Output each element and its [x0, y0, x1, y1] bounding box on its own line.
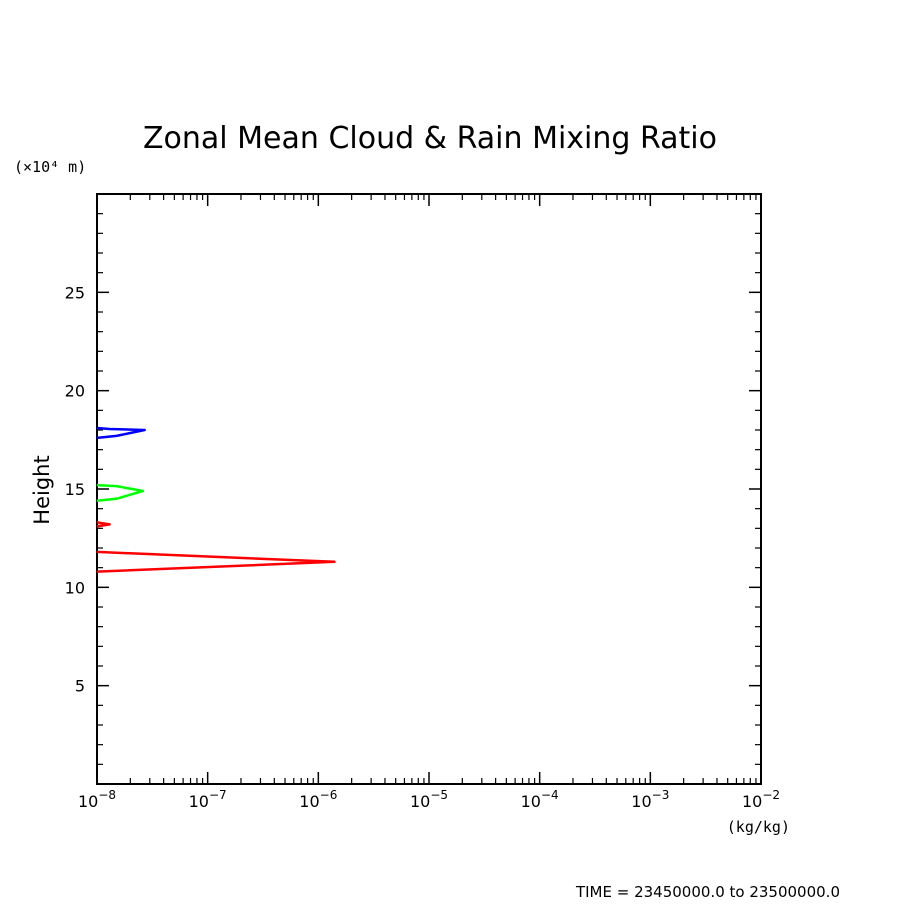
series-line	[96, 483, 145, 503]
y-tick-label: 25	[65, 283, 85, 302]
x-tick-labels: 10−8 10−7 10−6 10−5 10−4 10−3 10−2	[78, 788, 780, 811]
plot-frame	[96, 193, 762, 785]
time-footer: TIME = 23450000.0 to 23500000.0	[575, 883, 840, 901]
chart-title: Zonal Mean Cloud & Rain Mixing Ratio	[143, 121, 717, 156]
x-tick-label: 10−2	[742, 788, 780, 811]
series-line	[96, 426, 146, 440]
x-tick-label: 10−7	[189, 788, 227, 811]
x-tick-label: 10−6	[299, 788, 337, 811]
y-tick-label: 5	[75, 677, 85, 696]
series-line	[96, 550, 336, 573]
data-series	[96, 426, 336, 573]
x-tick-label: 10−4	[521, 788, 559, 811]
y-tick-label: 10	[65, 578, 85, 597]
axis-ticks	[96, 194, 762, 784]
y-tick-label: 15	[65, 480, 85, 499]
y-axis-label: Height	[30, 455, 54, 524]
x-tick-label: 10−3	[631, 788, 669, 811]
series-line	[96, 521, 111, 528]
y-tick-labels: 5 10 15 20 25	[65, 283, 85, 695]
x-axis-label: (kg/kg)	[727, 818, 790, 836]
y-unit-label: (×10⁴ m)	[14, 158, 86, 176]
x-tick-label: 10−8	[78, 788, 116, 811]
y-tick-label: 20	[65, 382, 85, 401]
x-tick-label: 10−5	[410, 788, 448, 811]
